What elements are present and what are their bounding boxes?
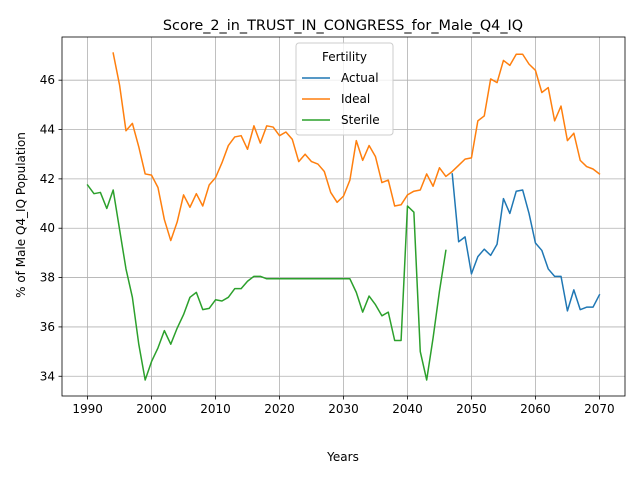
x-tick-label: 2050 xyxy=(456,402,487,416)
legend-box xyxy=(295,42,394,136)
y-axis: 34 36 38 40 42 44 46 xyxy=(40,73,62,383)
series-line-sterile xyxy=(86,183,447,381)
x-axis-label: Years xyxy=(326,450,359,464)
legend: Fertility Actual Ideal Sterile xyxy=(295,42,394,136)
y-tick-label: 40 xyxy=(40,221,55,235)
x-tick-label: 2070 xyxy=(584,402,615,416)
y-axis-label: % of Male Q4_IQ Population xyxy=(14,132,28,298)
x-tick-label: 2000 xyxy=(136,402,167,416)
x-tick-label: 2030 xyxy=(328,402,359,416)
legend-title: Fertility xyxy=(322,50,367,64)
y-tick-label: 38 xyxy=(40,271,55,285)
x-tick-label: 2010 xyxy=(200,402,231,416)
series-line-actual xyxy=(451,173,601,312)
y-tick-label: 36 xyxy=(40,320,55,334)
x-tick-label: 2040 xyxy=(392,402,423,416)
series-line-ideal xyxy=(112,52,601,242)
chart-title: Score_2_in_TRUST_IN_CONGRESS_for_Male_Q4… xyxy=(163,18,523,34)
y-tick-label: 34 xyxy=(40,369,55,383)
x-tick-label: 1990 xyxy=(72,402,103,416)
x-axis: 1990 2000 2010 2020 2030 2040 2050 2060 2070 xyxy=(72,396,615,416)
x-tick-label: 2020 xyxy=(264,402,295,416)
y-tick-label: 42 xyxy=(40,172,55,186)
x-tick-label: 2060 xyxy=(520,402,551,416)
y-tick-label: 46 xyxy=(40,73,55,87)
series-lines xyxy=(86,52,601,381)
legend-label-sterile: Sterile xyxy=(341,113,380,127)
legend-label-ideal: Ideal xyxy=(341,92,370,106)
y-tick-label: 44 xyxy=(40,123,55,137)
legend-label-actual: Actual xyxy=(341,71,379,85)
